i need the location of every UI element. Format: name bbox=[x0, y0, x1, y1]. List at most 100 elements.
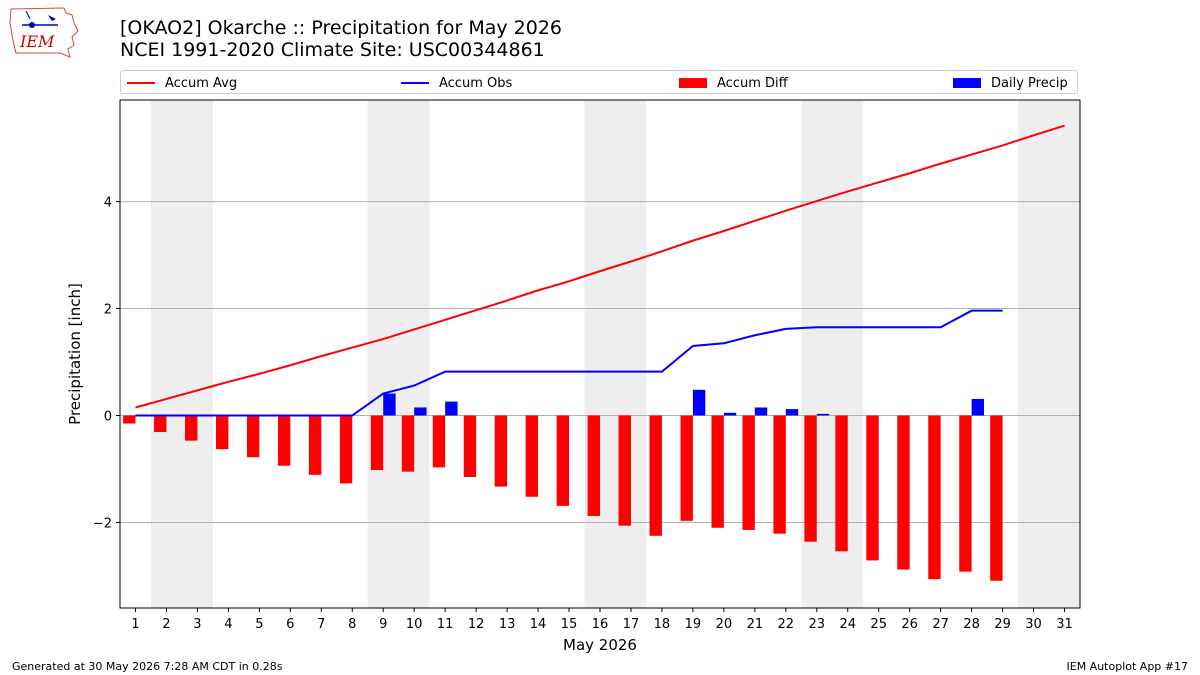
x-tick-label: 28 bbox=[963, 617, 980, 632]
x-tick-label: 31 bbox=[1056, 617, 1073, 632]
legend: Accum Avg Accum Obs Accum Diff Daily Pre… bbox=[120, 70, 1078, 94]
x-tick-label: 25 bbox=[870, 617, 887, 632]
x-tick-label: 2 bbox=[162, 617, 170, 632]
legend-swatch bbox=[679, 78, 707, 88]
x-tick-label: 1 bbox=[131, 617, 139, 632]
y-axis-ticks: −2 0 2 4 bbox=[93, 196, 120, 531]
x-tick-label: 8 bbox=[348, 617, 356, 632]
daily-precip-bar bbox=[445, 401, 458, 416]
x-tick-label: 19 bbox=[685, 617, 702, 632]
accum-diff-bar bbox=[123, 415, 136, 424]
legend-label: Accum Obs bbox=[439, 75, 513, 91]
accum-diff-bar bbox=[959, 415, 972, 572]
legend-swatch bbox=[127, 82, 155, 84]
legend-item-daily-precip: Daily Precip bbox=[953, 74, 1068, 92]
x-tick-label: 11 bbox=[437, 617, 454, 632]
accum-diff-bar bbox=[866, 415, 879, 561]
accum-diff-bar bbox=[401, 415, 415, 472]
x-axis-label: May 2026 bbox=[563, 636, 637, 654]
x-tick-label: 7 bbox=[317, 617, 325, 632]
accum-diff-bar bbox=[432, 415, 446, 468]
chart-title: [OKAO2] Okarche :: Precipitation for May… bbox=[120, 17, 562, 61]
daily-precip-bar bbox=[692, 389, 706, 416]
weekend-band bbox=[367, 100, 430, 608]
iem-iowa-state-logo-icon: IEM bbox=[9, 7, 79, 58]
x-tick-label: 16 bbox=[592, 617, 609, 632]
y-tick-label: 0 bbox=[104, 409, 112, 424]
accum-diff-bar bbox=[711, 415, 724, 528]
x-tick-label: 12 bbox=[468, 617, 485, 632]
x-tick-label: 17 bbox=[623, 617, 640, 632]
daily-precip-bar bbox=[971, 398, 984, 416]
accum-diff-bar bbox=[649, 415, 662, 536]
x-tick-label: 13 bbox=[499, 617, 516, 632]
accum-diff-bar bbox=[680, 415, 693, 521]
x-tick-label: 23 bbox=[809, 617, 826, 632]
accum-diff-bar bbox=[928, 415, 941, 580]
accum-diff-bar bbox=[463, 415, 477, 477]
accum-diff-bar bbox=[277, 415, 291, 466]
y-tick-label: 2 bbox=[104, 303, 112, 318]
accum-avg-line bbox=[135, 124, 1065, 409]
weekend-band bbox=[1018, 100, 1080, 608]
y-axis-label: Precipitation [inch] bbox=[66, 283, 84, 425]
legend-label: Accum Avg bbox=[165, 75, 238, 91]
x-tick-label: 9 bbox=[379, 617, 387, 632]
bars bbox=[123, 389, 1003, 581]
daily-precip-bar bbox=[754, 407, 768, 416]
accum-diff-bar bbox=[804, 415, 817, 542]
x-tick-label: 26 bbox=[901, 617, 918, 632]
legend-item-accum-avg: Accum Avg bbox=[127, 74, 237, 92]
title-line-1: [OKAO2] Okarche :: Precipitation for May… bbox=[120, 17, 563, 39]
daily-precip-bar bbox=[723, 412, 737, 416]
accum-diff-bar bbox=[494, 415, 508, 487]
x-tick-label: 18 bbox=[654, 617, 671, 632]
daily-precip-bar bbox=[785, 409, 799, 416]
legend-item-accum-diff: Accum Diff bbox=[679, 74, 788, 92]
accum-diff-bar bbox=[897, 415, 910, 570]
legend-swatch bbox=[953, 78, 981, 88]
weekend-band bbox=[150, 100, 213, 608]
accum-diff-bar bbox=[185, 415, 198, 441]
accum-diff-bar bbox=[246, 415, 260, 458]
accum-diff-bar bbox=[216, 415, 229, 450]
accum-diff-bar bbox=[618, 415, 631, 526]
x-tick-label: 10 bbox=[406, 617, 423, 632]
x-tick-label: 15 bbox=[561, 617, 578, 632]
daily-precip-bar bbox=[383, 393, 396, 416]
x-tick-label: 14 bbox=[530, 617, 547, 632]
x-tick-label: 3 bbox=[193, 617, 201, 632]
accum-diff-bar bbox=[154, 415, 167, 433]
generated-timestamp: Generated at 30 May 2026 7:28 AM CDT in … bbox=[12, 660, 283, 673]
accum-diff-bar bbox=[308, 415, 322, 475]
legend-label: Daily Precip bbox=[991, 75, 1068, 91]
accum-diff-bar bbox=[370, 415, 384, 471]
accum-diff-bar bbox=[742, 415, 755, 530]
daily-precip-bar bbox=[816, 413, 830, 416]
x-tick-label: 4 bbox=[224, 617, 232, 632]
y-tick-label: −2 bbox=[93, 516, 112, 531]
legend-item-accum-obs: Accum Obs bbox=[401, 74, 512, 92]
accum-diff-bar bbox=[773, 415, 786, 534]
x-tick-label: 20 bbox=[716, 617, 733, 632]
x-tick-label: 21 bbox=[747, 617, 764, 632]
accum-diff-bar bbox=[525, 415, 539, 497]
accum-obs-line bbox=[135, 309, 1003, 417]
y-tick-label: 4 bbox=[104, 196, 112, 211]
weekend-band bbox=[584, 100, 647, 608]
accum-diff-bar bbox=[835, 415, 848, 552]
x-axis-ticks: 1 2 3 4 5 6 7 8 9 10 11 12 13 14 15 16 17 18 19 20 21 22 23 24 2… bbox=[131, 608, 1073, 632]
x-tick-label: 24 bbox=[839, 617, 856, 632]
x-tick-label: 29 bbox=[994, 617, 1011, 632]
daily-precip-bar bbox=[414, 407, 427, 416]
lines bbox=[135, 124, 1065, 417]
app-credit: IEM Autoplot App #17 bbox=[1066, 660, 1189, 673]
accum-diff-bar bbox=[990, 415, 1003, 581]
x-tick-label: 30 bbox=[1025, 617, 1042, 632]
x-tick-label: 5 bbox=[255, 617, 263, 632]
legend-label: Accum Diff bbox=[717, 75, 788, 91]
accum-diff-bar bbox=[587, 415, 600, 517]
x-tick-label: 22 bbox=[778, 617, 795, 632]
x-tick-label: 27 bbox=[932, 617, 949, 632]
